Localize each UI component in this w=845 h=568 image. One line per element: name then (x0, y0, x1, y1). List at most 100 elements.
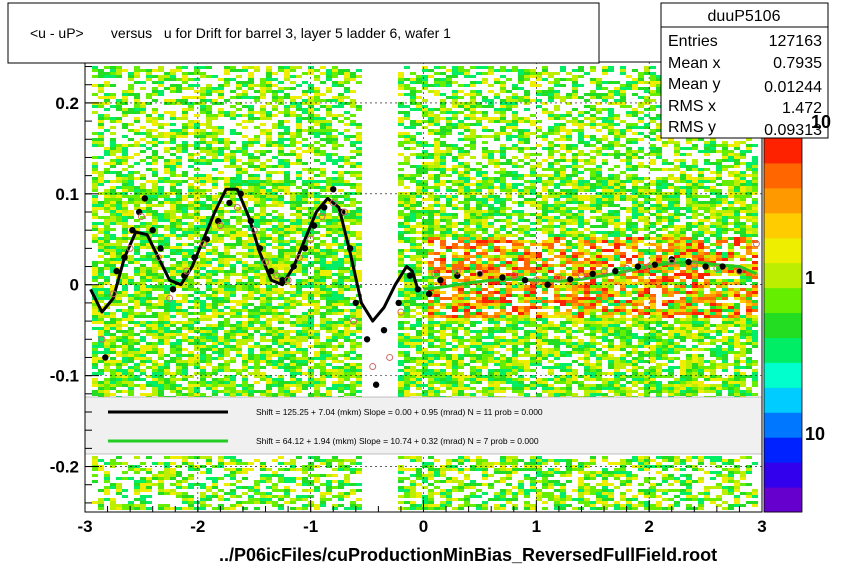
heat-cell (218, 255, 224, 258)
heat-cell (200, 111, 206, 114)
heat-cell (224, 351, 230, 354)
heat-cell (470, 468, 476, 471)
heat-cell (416, 261, 422, 264)
heat-cell (452, 246, 458, 249)
heat-cell (254, 222, 260, 225)
heat-cell (464, 384, 470, 387)
heat-cell (296, 321, 302, 324)
heat-cell (170, 171, 176, 174)
heat-cell (194, 390, 200, 393)
heat-cell (290, 306, 296, 309)
heat-cell (230, 210, 236, 213)
heat-cell (200, 180, 206, 183)
heat-cell (200, 366, 206, 369)
heat-cell (248, 105, 254, 108)
heat-cell (224, 159, 230, 162)
heat-cell (326, 480, 332, 483)
heat-cell (464, 165, 470, 168)
heat-cell (272, 309, 278, 312)
heat-cell (92, 156, 98, 159)
heat-cell (158, 117, 164, 120)
heat-cell (170, 111, 176, 114)
heat-cell (260, 129, 266, 132)
heat-cell (344, 228, 350, 231)
heat-cell (458, 171, 464, 174)
heat-cell (290, 201, 296, 204)
heat-cell (152, 366, 158, 369)
heat-cell (320, 186, 326, 189)
heat-cell (290, 372, 296, 375)
heat-cell (122, 276, 128, 279)
heat-cell (410, 210, 416, 213)
heat-cell (170, 147, 176, 150)
heat-cell (284, 468, 290, 471)
heat-cell (452, 147, 458, 150)
heat-cell (458, 462, 464, 465)
heat-cell (296, 102, 302, 105)
heat-cell (422, 294, 428, 297)
heat-cell (344, 216, 350, 219)
heat-cell (338, 282, 344, 285)
heat-cell (428, 204, 434, 207)
heat-cell (302, 273, 308, 276)
heat-cell (140, 255, 146, 258)
heat-cell (128, 342, 134, 345)
heat-cell (410, 342, 416, 345)
heat-cell (476, 255, 482, 258)
heat-cell (158, 135, 164, 138)
heat-cell (242, 303, 248, 306)
heat-cell (122, 477, 128, 480)
heat-cell (422, 279, 428, 282)
heat-cell (260, 222, 266, 225)
heat-cell (218, 84, 224, 87)
heat-cell (248, 87, 254, 90)
heat-cell (344, 78, 350, 81)
heat-cell (284, 357, 290, 360)
heat-cell (446, 198, 452, 201)
heat-cell (470, 495, 476, 498)
heat-cell (128, 333, 134, 336)
heat-cell (230, 150, 236, 153)
heat-cell (410, 474, 416, 477)
heat-cell (248, 81, 254, 84)
heat-cell (320, 255, 326, 258)
heat-cell (266, 66, 272, 69)
heat-cell (470, 345, 476, 348)
heat-cell (236, 237, 242, 240)
heat-cell (182, 207, 188, 210)
heat-cell (164, 372, 170, 375)
heat-cell (194, 153, 200, 156)
heat-cell (122, 240, 128, 243)
heat-cell (134, 333, 140, 336)
heat-cell (350, 357, 356, 360)
heat-cell (200, 378, 206, 381)
heat-cell (434, 168, 440, 171)
heat-cell (212, 291, 218, 294)
heat-cell (188, 390, 194, 393)
heat-cell (104, 84, 110, 87)
heat-cell (182, 372, 188, 375)
heat-cell (434, 504, 440, 507)
heat-cell (266, 204, 272, 207)
heat-cell (272, 273, 278, 276)
heat-cell (464, 231, 470, 234)
heat-cell (440, 315, 446, 318)
heat-cell (218, 126, 224, 129)
heat-cell (212, 228, 218, 231)
heat-cell (356, 330, 362, 333)
heat-cell (134, 468, 140, 471)
heat-cell (452, 375, 458, 378)
heat-cell (194, 276, 200, 279)
heat-cell (248, 174, 254, 177)
heat-cell (434, 375, 440, 378)
heat-cell (446, 96, 452, 99)
heat-cell (272, 255, 278, 258)
heat-cell (326, 243, 332, 246)
heat-cell (188, 474, 194, 477)
heat-cell (116, 351, 122, 354)
heat-cell (242, 333, 248, 336)
heat-cell (260, 276, 266, 279)
heat-cell (434, 354, 440, 357)
heat-cell (452, 330, 458, 333)
heat-cell (140, 351, 146, 354)
